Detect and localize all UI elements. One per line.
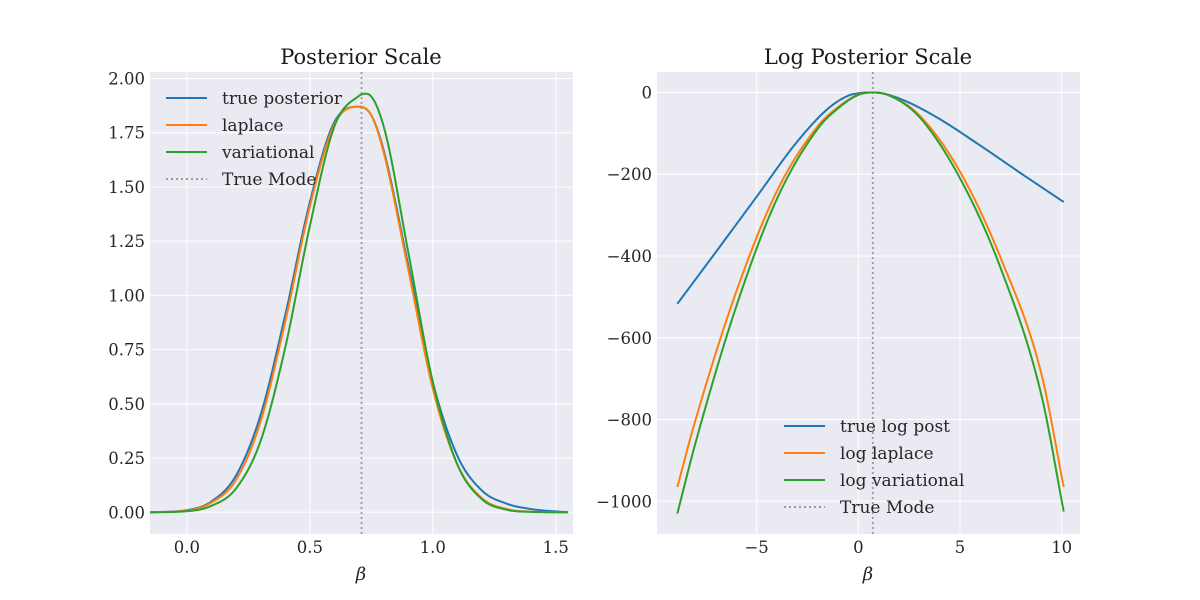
- y-tick-label: −600: [607, 329, 652, 348]
- chart-log-posterior-scale: −5 0 5 10 0 −200 −400 −600 −800 −1000 Log Poster…: [596, 45, 1080, 585]
- x-tick-label: −5: [744, 538, 768, 557]
- x-tick-labels: −5 0 5 10: [744, 538, 1072, 557]
- y-tick-label: 1.25: [108, 232, 145, 251]
- y-tick-label: 1.50: [108, 178, 145, 197]
- legend-label: true log post: [840, 417, 950, 437]
- x-tick-label: 0: [853, 538, 864, 557]
- legend-label: True Mode: [840, 498, 934, 518]
- y-tick-label: 0.50: [108, 395, 145, 414]
- y-tick-label: 0.75: [108, 341, 145, 360]
- legend-label: True Mode: [222, 170, 316, 190]
- y-tick-label: −800: [607, 411, 652, 430]
- legend-label: true posterior: [222, 89, 343, 109]
- x-tick-label: 10: [1051, 538, 1072, 557]
- y-tick-label: 1.00: [108, 286, 145, 305]
- series-line-variational: [149, 92, 569, 514]
- y-tick-label: 0: [642, 83, 653, 102]
- legend: true posterior laplace variational True Mod…: [166, 89, 343, 190]
- y-tick-labels: 0 −200 −400 −600 −800 −1000: [596, 83, 652, 511]
- chart-posterior-scale: 0.0 0.5 1.0 1.5 0.00 0.25 0.50 0.75 1.00 1.25 1.5…: [108, 45, 573, 585]
- series-line-log-variational: [676, 91, 1065, 514]
- legend-label: laplace: [222, 116, 284, 136]
- legend-label: variational: [221, 143, 314, 163]
- y-tick-label: 1.75: [108, 124, 145, 143]
- legend-label: log variational: [840, 471, 964, 491]
- x-axis-label: β: [862, 564, 873, 585]
- chart-title: Log Posterior Scale: [764, 45, 972, 69]
- plot-area: [657, 72, 1080, 534]
- y-tick-label: 2.00: [108, 70, 145, 89]
- x-tick-label: 0.5: [297, 538, 323, 557]
- chart-title: Posterior Scale: [280, 45, 442, 69]
- y-tick-label: −1000: [596, 492, 652, 511]
- x-tick-label: 1.5: [543, 538, 569, 557]
- legend-label: log laplace: [840, 444, 934, 464]
- gridlines: [150, 72, 573, 534]
- x-tick-label: 1.0: [420, 538, 446, 557]
- y-tick-label: −400: [607, 247, 652, 266]
- y-tick-label: 0.00: [108, 503, 145, 522]
- legend: true log post log laplace log variational T…: [784, 417, 964, 518]
- y-tick-label: −200: [607, 165, 652, 184]
- y-tick-label: 0.25: [108, 449, 145, 468]
- x-tick-label: 0.0: [174, 538, 200, 557]
- x-tick-labels: 0.0 0.5 1.0 1.5: [174, 538, 569, 557]
- x-axis-label: β: [355, 564, 366, 585]
- y-tick-labels: 0.00 0.25 0.50 0.75 1.00 1.25 1.50 1.75 2.00: [108, 70, 145, 523]
- x-tick-label: 5: [955, 538, 966, 557]
- series-lines: [676, 91, 1065, 514]
- series-lines: [149, 92, 569, 514]
